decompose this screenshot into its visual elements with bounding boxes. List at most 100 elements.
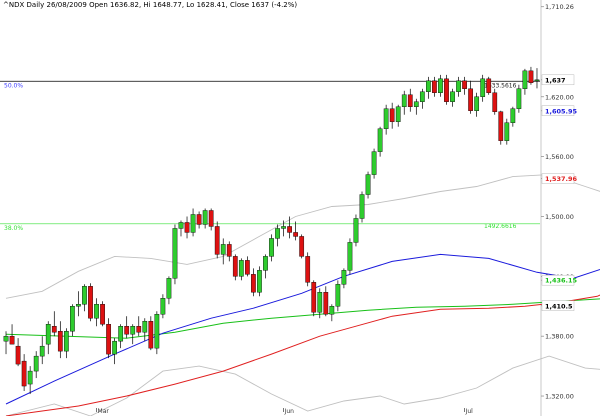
candle-body-up xyxy=(27,370,33,385)
candle-body-down xyxy=(100,304,105,325)
candle xyxy=(238,258,244,281)
candle-body-up xyxy=(401,94,407,107)
candle xyxy=(106,318,111,359)
candle-body-up xyxy=(3,335,9,342)
date-tick-label: Jun xyxy=(284,408,295,415)
candle xyxy=(15,338,21,367)
candle-body-up xyxy=(112,340,117,355)
candle xyxy=(244,256,250,277)
price-tick-label: 1,380.00 xyxy=(545,333,574,341)
candle-body-down xyxy=(389,108,395,122)
candle xyxy=(76,291,81,317)
candle-body-down xyxy=(462,80,467,89)
bollinger-upper-line xyxy=(5,174,600,299)
candle xyxy=(480,74,486,102)
candle-body-up xyxy=(335,284,341,307)
candle xyxy=(9,324,15,345)
candle-body-up xyxy=(63,330,69,352)
candle xyxy=(462,76,467,95)
price-tick-label: 1,605.95 xyxy=(545,107,578,115)
price-tick-label: 1,500.00 xyxy=(545,213,574,221)
candle xyxy=(335,280,341,312)
high-caption: Hi xyxy=(143,1,151,9)
candle xyxy=(299,234,305,259)
candle xyxy=(166,276,172,305)
ma-green-line xyxy=(5,298,600,339)
candle-body-up xyxy=(172,228,178,279)
open-caption: Open xyxy=(89,1,108,9)
candle xyxy=(456,76,461,97)
candle-body-down xyxy=(311,282,317,313)
candle-body-up xyxy=(480,78,486,97)
candle-body-up xyxy=(383,108,389,129)
fib-label-right: 1633.5616 xyxy=(484,82,517,89)
price-tick-label: 1,710.26 xyxy=(545,3,574,11)
candle xyxy=(281,220,286,237)
candle xyxy=(347,238,353,275)
candle-body-up xyxy=(118,326,124,342)
chart-header: ^NDX Daily 26/08/2009 Open 1636.82, Hi 1… xyxy=(3,1,297,9)
price-tag-box xyxy=(541,105,575,116)
candle xyxy=(160,294,166,319)
price-tick-label: 1,436.15 xyxy=(545,277,578,285)
candle xyxy=(287,216,292,239)
candle xyxy=(142,318,148,342)
candle xyxy=(263,254,268,279)
date-label: 26/08/2009 xyxy=(46,1,87,9)
candle xyxy=(516,84,522,113)
candle-body-up xyxy=(154,314,160,349)
candle xyxy=(63,328,69,359)
candle-body-down xyxy=(148,321,154,349)
candle-body-up xyxy=(317,292,323,313)
candle xyxy=(94,298,99,327)
candle-body-up xyxy=(202,210,208,225)
candle-body-up xyxy=(160,298,166,315)
period-label: Daily xyxy=(26,1,45,9)
candle-body-down xyxy=(407,94,413,107)
candle xyxy=(329,304,335,322)
fib-label-left: 50.0% xyxy=(4,82,23,89)
candle xyxy=(208,208,214,231)
candle xyxy=(426,76,431,99)
candle-body-up xyxy=(365,174,371,195)
candle xyxy=(220,238,226,265)
open-value: 1636.82, xyxy=(110,1,142,9)
candle xyxy=(498,110,504,145)
candle-body-down xyxy=(468,88,473,111)
candle-body-down xyxy=(251,274,256,293)
candle-body-up xyxy=(419,91,425,102)
price-tick-label: 1,537.96 xyxy=(545,175,578,183)
candle xyxy=(3,331,9,355)
candle-body-down xyxy=(184,222,190,233)
candle xyxy=(214,221,220,259)
candle xyxy=(522,68,528,95)
candle-body-up xyxy=(438,78,443,93)
candle-body-up xyxy=(263,256,268,271)
price-axis: 1,710.26 1,637 1,620.00 1,605.95 1,560.00 1,5… xyxy=(541,3,578,401)
candle-body-up xyxy=(220,244,226,255)
candle xyxy=(305,252,311,287)
candle xyxy=(432,76,437,97)
candle xyxy=(190,208,196,237)
price-tick-label: 1,637 xyxy=(545,76,566,84)
candle xyxy=(33,351,39,379)
candle-body-up xyxy=(82,286,87,305)
candle xyxy=(413,98,419,115)
candle-body-down xyxy=(51,326,57,333)
candle xyxy=(269,234,274,262)
candle xyxy=(130,324,136,345)
candle-body-up xyxy=(522,70,528,89)
candle xyxy=(492,88,498,115)
price-tag-box xyxy=(541,300,575,311)
candle xyxy=(172,224,178,285)
candle xyxy=(401,90,407,115)
candle xyxy=(178,220,184,237)
candle xyxy=(112,338,117,365)
candle-body-down xyxy=(196,214,202,225)
candle-body-down xyxy=(293,232,299,237)
candle-body-up xyxy=(70,306,75,332)
candle-body-up xyxy=(94,304,99,319)
price-tag-box xyxy=(541,173,575,184)
candle-body-up xyxy=(76,304,81,307)
